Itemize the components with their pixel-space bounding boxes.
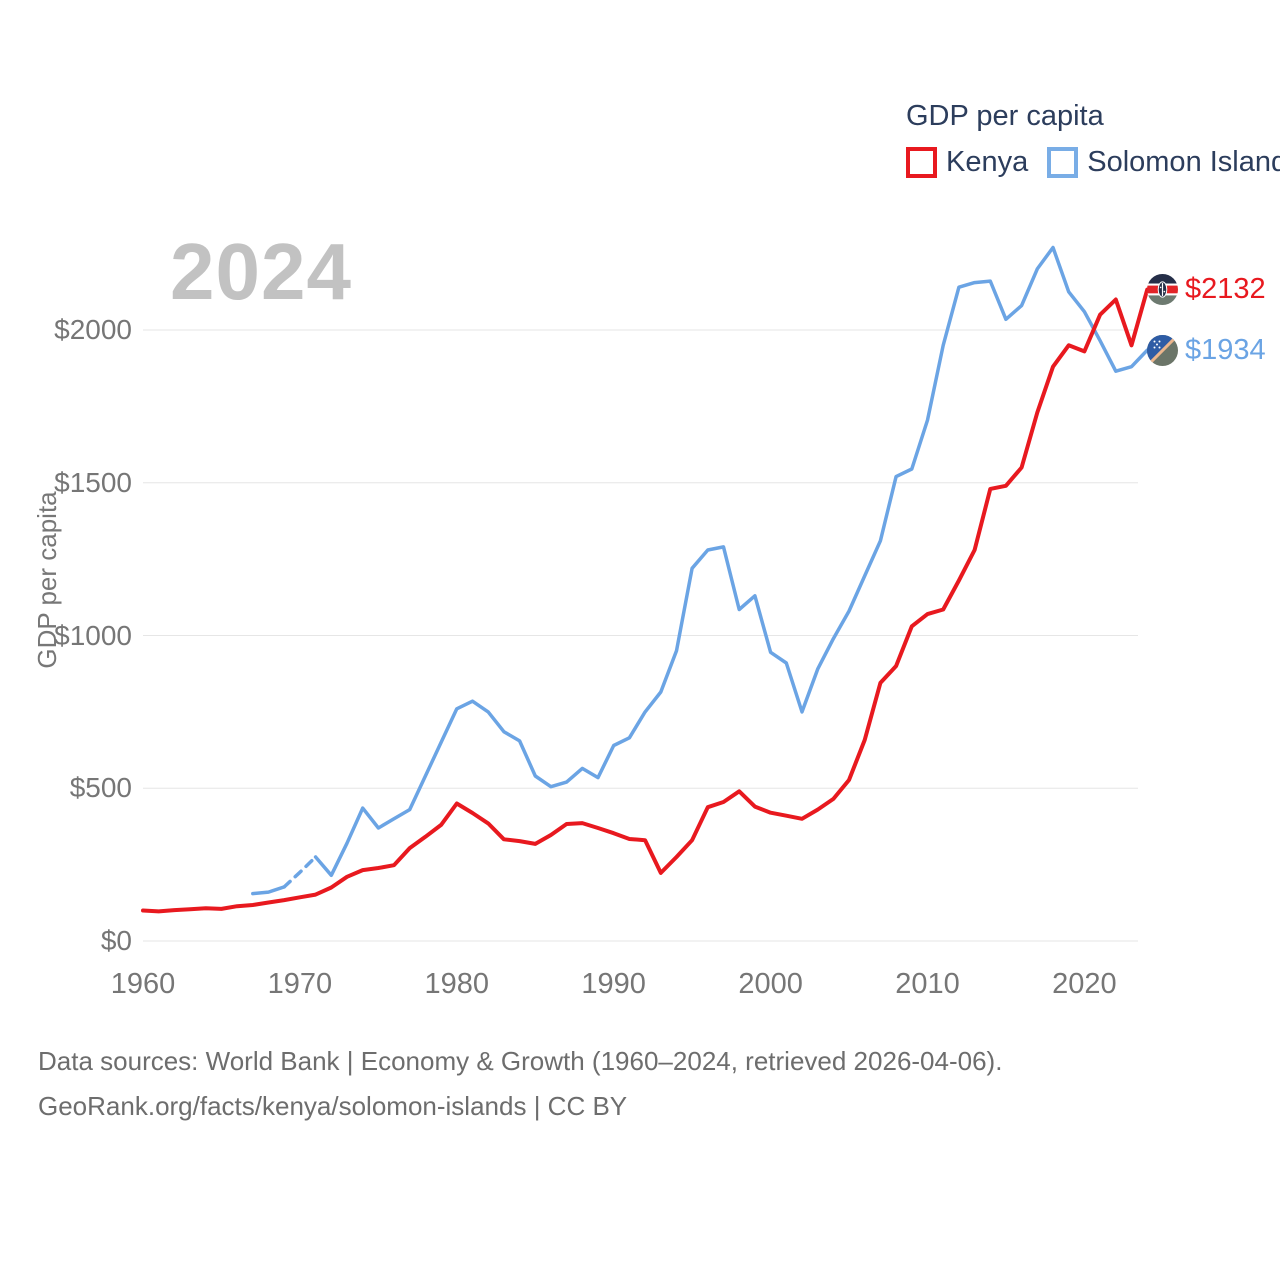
y-tick-label: $2000 <box>54 314 132 345</box>
solomon-islands-line[interactable] <box>251 885 286 896</box>
y-tick-label: $0 <box>100 925 132 956</box>
legend-item-kenya[interactable]: Kenya <box>906 146 1028 179</box>
x-tick-label: 2000 <box>738 968 803 1000</box>
kenya-line[interactable] <box>141 287 1150 914</box>
solomon-islands-end-label: $1934 <box>1147 333 1266 367</box>
solomon-islands-flag-icon <box>1147 334 1178 366</box>
legend-label-kenya: Kenya <box>946 146 1029 178</box>
solomon-islands-end-value: $1934 <box>1185 333 1266 366</box>
x-tick-label: 1980 <box>424 968 490 1000</box>
data-series <box>141 245 1152 914</box>
legend-title: GDP per capita <box>906 100 1104 132</box>
footer: Data sources: World Bank | Economy & Gro… <box>38 1046 1002 1136</box>
kenya-flag-icon <box>1147 274 1178 306</box>
footer-attribution: GeoRank.org/facts/kenya/solomon-islands … <box>38 1091 628 1121</box>
footer-sources: Data sources: World Bank | Economy & Gro… <box>38 1046 1003 1076</box>
solomon-islands-swatch-icon <box>1047 147 1079 178</box>
y-tick-label: $1500 <box>54 466 132 498</box>
kenya-end-value: $2132 <box>1185 273 1266 306</box>
legend: GDP per capita Kenya Solomon Islands <box>906 100 1280 179</box>
legend-item-solomon-islands[interactable]: Solomon Islands <box>1047 146 1280 179</box>
x-tick-label: 1960 <box>110 968 176 1000</box>
solomon-islands-line-dashed[interactable] <box>282 855 318 889</box>
x-tick-label: 2010 <box>895 968 960 1000</box>
x-tick-label: 1990 <box>581 968 646 1000</box>
y-tick-label: $500 <box>69 772 132 804</box>
legend-label-solomon-islands: Solomon Islands <box>1087 146 1280 178</box>
kenya-swatch-icon <box>906 147 937 178</box>
kenya-end-label: $2132 <box>1147 273 1266 307</box>
year-watermark: 2024 <box>170 227 352 316</box>
solomon-islands-line[interactable] <box>313 245 1149 878</box>
gridlines <box>143 329 1138 942</box>
legend-row: Kenya Solomon Islands <box>906 146 1280 179</box>
x-tick-label: 1970 <box>267 968 333 1000</box>
x-tick-label: 2020 <box>1052 968 1117 1000</box>
y-tick-label: $1000 <box>54 619 132 651</box>
